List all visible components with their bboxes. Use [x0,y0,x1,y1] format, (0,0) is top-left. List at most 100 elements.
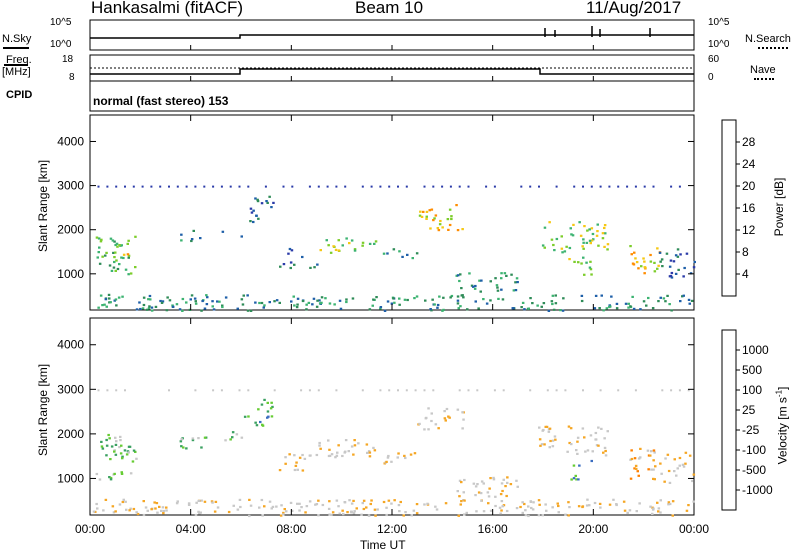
range-gate-cell [639,447,642,450]
range-gate-cell [543,226,547,229]
range-gate-cell [495,284,499,287]
range-gate-cell [372,446,375,449]
range-gate-cell [117,296,121,299]
range-gate-cell [132,449,136,452]
range-gate-cell [418,422,421,425]
range-gate-cell [632,307,636,310]
range-gate-cell [135,308,139,311]
range-gate-cell [224,439,227,442]
range-gate-cell [118,263,121,266]
range-gate-cell [112,251,115,254]
range-gate-cell [649,260,653,263]
range-gate-cell [263,304,266,307]
range-gate-cell [376,508,379,511]
range-gate-cell [374,514,377,517]
range-gate-cell [429,308,432,311]
range-gate-cell [134,450,137,453]
range-gate-cell [124,500,127,503]
range-gate-cell [211,300,214,303]
range-gate-cell [615,503,618,507]
range-gate-cell [516,485,519,488]
range-gate-cell [156,511,159,514]
range-gate-cell [187,502,191,505]
range-gate-cell [506,476,509,479]
range-gate-cell [97,389,100,392]
range-gate-cell [105,444,109,447]
range-gate-cell [327,454,331,458]
colorbar-frame [721,119,737,297]
range-gate-cell [563,250,567,253]
range-gate-cell [121,295,124,298]
range-gate-cell [101,255,104,258]
range-gate-cell [664,300,667,303]
range-gate-cell [674,254,678,257]
range-gate-cell [160,509,163,512]
range-gate-cell [486,491,490,494]
range-gate-cell [590,227,594,230]
range-gate-cell [646,449,650,452]
range-gate-cell [412,509,416,512]
range-gate-cell [666,294,669,297]
range-gate-cell [643,272,646,275]
freq-legend-line [4,64,28,66]
range-gate-cell [594,431,598,435]
range-gate-cell [294,464,298,467]
range-gate-cell [555,389,558,392]
velocity-colorbar-label-exponent: -1 [774,389,784,398]
range-gate-cell [193,297,197,300]
range-gate-cell [577,261,580,264]
range-gate-cell [159,299,162,303]
range-gate-cell [203,307,207,310]
range-gate-cell [623,509,627,512]
range-gate-cell [589,242,592,245]
range-gate-cell [369,502,372,506]
range-gate-cell [266,201,269,204]
range-gate-cell [676,255,680,258]
range-gate-cell [605,307,609,310]
range-gate-cell [670,276,674,279]
range-gate-cell [687,389,690,392]
range-gate-cell [603,446,607,449]
range-gate-cell [456,302,460,305]
range-gate-cell [366,451,369,454]
range-gate-cell [327,244,330,247]
range-gate-cell [116,267,120,271]
range-gate-cell [275,299,279,302]
range-gate-cell [474,284,477,288]
range-gate-cell [560,247,564,250]
range-gate-cell [264,185,267,188]
x-tick-label: 04:00 [176,522,206,536]
range-gate-cell [398,297,401,300]
range-gate-cell [348,242,351,245]
range-gate-cell [190,239,193,243]
range-gate-cell [318,299,321,302]
range-gate-cell [114,443,118,446]
range-gate-cell [651,512,654,515]
range-gate-cell [247,415,250,418]
range-gate-cell [567,514,570,517]
range-gate-cell [601,232,605,235]
colorbar-tick-label: 12 [742,223,756,237]
range-gate-cell [446,218,450,221]
velocity-colorbar-label: Velocity [m s-1] [774,386,790,465]
range-gate-cell [295,306,299,309]
range-gate-cell [239,505,242,509]
range-gate-cell [129,272,133,275]
range-gate-cell [182,446,185,449]
range-gate-cell [372,298,375,301]
range-gate-cell [647,468,650,471]
range-gate-cell [119,439,122,442]
range-gate-cell [422,210,425,213]
range-gate-cell [549,439,552,443]
range-gate-cell [260,301,264,305]
range-gate-cell [200,309,203,312]
range-gate-cell [494,504,497,508]
range-gate-cell [548,446,551,449]
range-gate-cell [653,261,656,264]
range-gate-cell [689,272,693,275]
range-gate-cell [684,451,688,454]
range-gate-cell [397,452,400,455]
range-gate-cell [635,261,639,264]
range-gate-cell [329,251,333,254]
range-gate-cell [436,227,440,230]
